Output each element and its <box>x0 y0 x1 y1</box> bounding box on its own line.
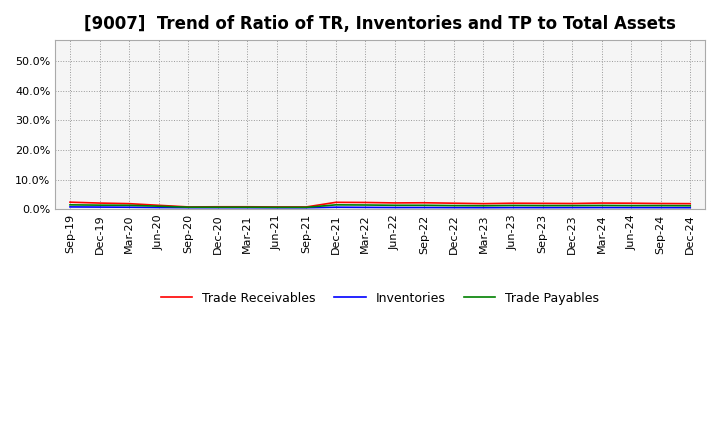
Trade Payables <box>420 203 428 208</box>
Line: Inventories: Inventories <box>70 207 690 208</box>
Trade Receivables <box>95 201 104 206</box>
Trade Receivables <box>657 201 665 206</box>
Inventories <box>125 205 133 210</box>
Trade Payables <box>657 203 665 208</box>
Trade Payables <box>539 203 547 208</box>
Trade Payables <box>627 203 636 208</box>
Trade Receivables <box>243 204 251 209</box>
Trade Receivables <box>627 201 636 206</box>
Title: [9007]  Trend of Ratio of TR, Inventories and TP to Total Assets: [9007] Trend of Ratio of TR, Inventories… <box>84 15 676 33</box>
Trade Receivables <box>154 203 163 208</box>
Trade Receivables <box>125 201 133 206</box>
Inventories <box>302 205 310 210</box>
Trade Receivables <box>331 200 340 205</box>
Trade Payables <box>568 203 577 208</box>
Inventories <box>627 205 636 210</box>
Inventories <box>272 205 281 210</box>
Trade Payables <box>66 202 74 208</box>
Inventories <box>686 205 695 210</box>
Trade Receivables <box>390 200 399 205</box>
Trade Payables <box>302 205 310 210</box>
Inventories <box>184 205 192 210</box>
Inventories <box>213 205 222 210</box>
Trade Receivables <box>480 201 488 206</box>
Trade Payables <box>243 205 251 210</box>
Inventories <box>480 205 488 210</box>
Inventories <box>331 205 340 210</box>
Line: Trade Payables: Trade Payables <box>70 205 690 207</box>
Trade Receivables <box>598 201 606 206</box>
Trade Payables <box>154 204 163 209</box>
Trade Payables <box>686 203 695 209</box>
Inventories <box>539 205 547 210</box>
Trade Receivables <box>272 204 281 209</box>
Inventories <box>657 205 665 210</box>
Legend: Trade Receivables, Inventories, Trade Payables: Trade Receivables, Inventories, Trade Pa… <box>156 287 604 310</box>
Trade Payables <box>213 205 222 210</box>
Trade Receivables <box>184 204 192 209</box>
Inventories <box>66 204 74 209</box>
Trade Receivables <box>539 201 547 206</box>
Inventories <box>361 205 369 210</box>
Inventories <box>154 205 163 210</box>
Inventories <box>449 205 458 210</box>
Trade Payables <box>272 205 281 210</box>
Trade Receivables <box>686 201 695 206</box>
Trade Receivables <box>213 204 222 209</box>
Trade Receivables <box>66 199 74 205</box>
Trade Payables <box>361 202 369 208</box>
Line: Trade Receivables: Trade Receivables <box>70 202 690 207</box>
Trade Payables <box>184 205 192 210</box>
Trade Receivables <box>420 200 428 205</box>
Trade Payables <box>125 203 133 208</box>
Inventories <box>243 205 251 210</box>
Trade Payables <box>449 203 458 208</box>
Trade Receivables <box>568 201 577 206</box>
Trade Payables <box>509 203 518 208</box>
Inventories <box>95 205 104 210</box>
Trade Payables <box>390 203 399 208</box>
Inventories <box>420 205 428 210</box>
Inventories <box>509 205 518 210</box>
Trade Payables <box>480 203 488 209</box>
Trade Receivables <box>509 201 518 206</box>
Trade Payables <box>95 202 104 208</box>
Trade Receivables <box>361 200 369 205</box>
Trade Receivables <box>449 201 458 206</box>
Trade Payables <box>331 202 340 208</box>
Trade Payables <box>598 203 606 208</box>
Inventories <box>390 205 399 210</box>
Inventories <box>598 205 606 210</box>
Inventories <box>568 205 577 210</box>
Trade Receivables <box>302 204 310 209</box>
